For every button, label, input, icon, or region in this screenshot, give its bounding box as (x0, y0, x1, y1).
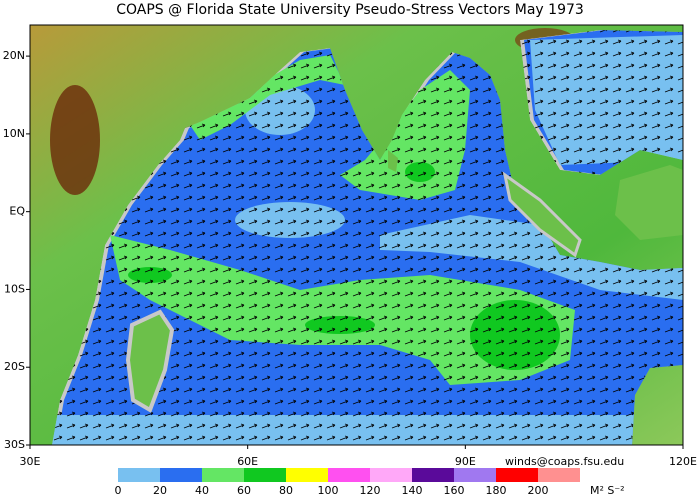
colorbar-box (328, 468, 370, 482)
axes: 30E 60E 90E 120E 20N 10N EQ 10S 20S 30S (3, 49, 697, 468)
colorbar-box (160, 468, 202, 482)
colorbar-box (118, 468, 160, 482)
ocean-fill (52, 30, 683, 445)
colorbar-box (496, 468, 538, 482)
colorbar-box (244, 468, 286, 482)
colorbar-box (538, 468, 580, 482)
colorbar-label: 20 (153, 484, 167, 497)
vector-field (52, 30, 683, 445)
lat-tick-label: 30S (4, 438, 25, 451)
colorbar-label: 0 (115, 484, 122, 497)
lat-tick-label: 10S (4, 282, 25, 295)
sumatra (502, 171, 582, 258)
colorbar-units: M² S⁻² (590, 484, 625, 497)
ocean (52, 30, 683, 445)
lon-tick-label: 60E (237, 455, 258, 468)
plot-frame (29, 24, 684, 446)
colorbar-label: 80 (279, 484, 293, 497)
lat-tick-label: 20N (3, 49, 25, 62)
map-area (30, 25, 683, 445)
colorbar-box (286, 468, 328, 482)
lon-tick-label: 90E (455, 455, 476, 468)
credit: winds@coaps.fsu.edu (505, 455, 624, 468)
colorbar-label: 100 (318, 484, 339, 497)
lat-tick-label: EQ (9, 205, 25, 218)
colorbar-label: 200 (528, 484, 549, 497)
colorbar-label: 140 (402, 484, 423, 497)
colorbar-label: 40 (195, 484, 209, 497)
colorbar-box (370, 468, 412, 482)
colorbar-box (454, 468, 496, 482)
colorbar-label: 120 (360, 484, 381, 497)
lat-tick-label: 10N (3, 127, 25, 140)
lat-tick-label: 20S (4, 360, 25, 373)
colorbar-label: 180 (486, 484, 507, 497)
colorbar: 0 20 40 60 80 100 120 140 160 180 200 (115, 468, 580, 497)
colorbar-label: 160 (444, 484, 465, 497)
borneo (615, 165, 683, 240)
madagascar (125, 309, 175, 413)
colorbar-box (202, 468, 244, 482)
colorbar-box (412, 468, 454, 482)
highland (50, 85, 100, 195)
lon-tick-label: 120E (669, 455, 697, 468)
colorbar-label: 60 (237, 484, 251, 497)
sri-lanka (388, 150, 398, 172)
lon-tick-label: 30E (20, 455, 41, 468)
title: COAPS @ Florida State University Pseudo-… (116, 2, 584, 18)
